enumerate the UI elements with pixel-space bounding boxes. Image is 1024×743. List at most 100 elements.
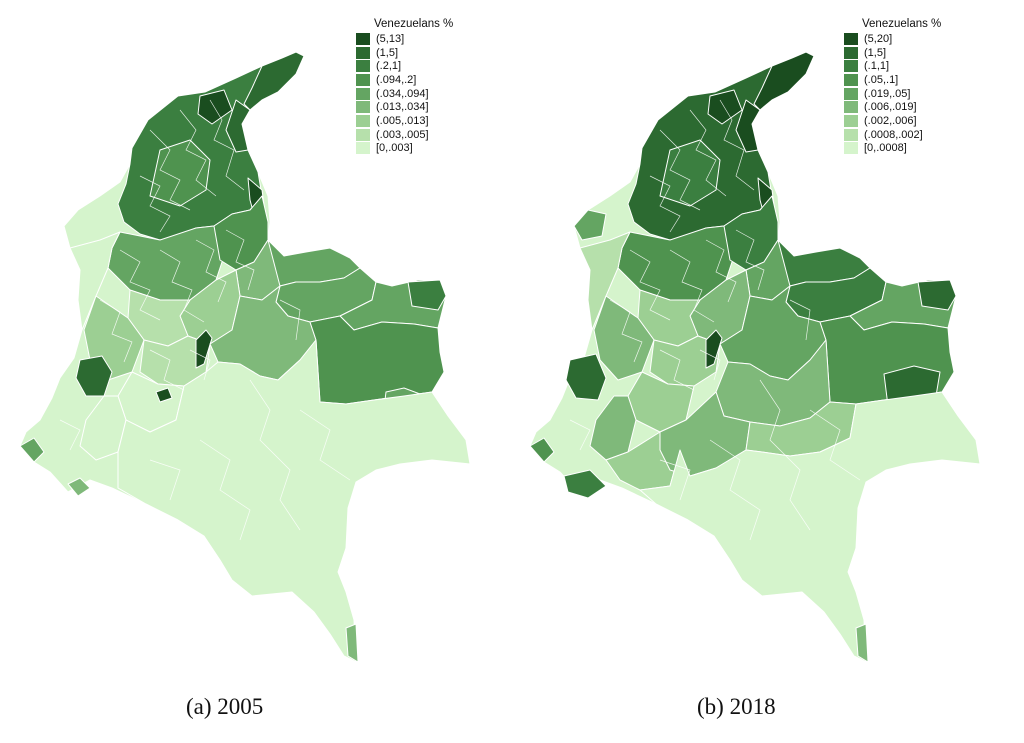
legend-swatch bbox=[844, 101, 858, 114]
map-caption-2005: (a) 2005 bbox=[186, 694, 264, 719]
legend-item: (.005,.013] bbox=[356, 114, 453, 128]
region-valle-dark bbox=[565, 353, 607, 401]
region-vichada-east bbox=[407, 279, 447, 311]
legend-rows: (5,20] (1,5] (.1,1] (.05,.1] (.019,.05] (.006… bbox=[844, 32, 941, 155]
region-corridor-dark bbox=[195, 329, 213, 369]
legend-label: (.013,.034] bbox=[376, 101, 429, 114]
region-choco bbox=[69, 231, 121, 331]
region-narino-west bbox=[529, 437, 555, 463]
legend-item: (.034,.094] bbox=[356, 87, 453, 101]
legend-label: (.034,.094] bbox=[376, 87, 429, 100]
legend-swatch bbox=[356, 46, 370, 59]
map-caption-2018: (b) 2018 bbox=[697, 694, 776, 719]
legend-item: [0,.003] bbox=[356, 142, 453, 156]
legend-swatch bbox=[844, 46, 858, 59]
map-regions bbox=[19, 51, 471, 663]
legend-label: (.0008,.002] bbox=[864, 128, 923, 141]
region-vichada-east bbox=[917, 279, 957, 311]
map-panel-2005: Venezuelans % (5,13] (1,5] (.2,1] (.094,.2]… bbox=[19, 18, 471, 719]
legend-item: (.094,.2] bbox=[356, 73, 453, 87]
legend-swatch bbox=[844, 87, 858, 100]
region-guajira bbox=[243, 51, 305, 111]
legend-label: [0,.003] bbox=[376, 142, 413, 155]
legend-title: Venezuelans % bbox=[862, 18, 942, 30]
municipal-boundaries bbox=[59, 99, 351, 541]
legend-title: Venezuelans % bbox=[374, 18, 454, 30]
region-cesar bbox=[735, 99, 761, 153]
legend-item: (5,13] bbox=[356, 32, 453, 46]
legend-label: (.1,1] bbox=[864, 60, 890, 73]
region-santander bbox=[723, 195, 779, 271]
legend-swatch bbox=[356, 128, 370, 141]
legend-label: (1,5] bbox=[864, 46, 887, 59]
legend-swatch bbox=[356, 32, 370, 45]
legend-label: (.006,.019] bbox=[864, 101, 917, 114]
region-narino-south bbox=[67, 477, 91, 497]
region-vichada bbox=[309, 315, 445, 405]
region-cauca bbox=[79, 395, 127, 461]
region-meta-small-dark bbox=[155, 387, 173, 403]
region-guajira bbox=[753, 51, 815, 111]
legend-label: (.05,.1] bbox=[864, 73, 899, 86]
legend-label: (.002,.006] bbox=[864, 114, 917, 127]
legend-rows: (5,13] (1,5] (.2,1] (.094,.2] (.034,.094] (.0… bbox=[356, 32, 453, 155]
legend-item: (.006,.019] bbox=[844, 100, 941, 114]
region-corridor-dark bbox=[705, 329, 723, 369]
legend-label: (.003,.005] bbox=[376, 128, 429, 141]
region-choco-north bbox=[573, 209, 607, 241]
legend-swatch bbox=[844, 142, 858, 155]
legend-swatch bbox=[844, 60, 858, 73]
legend-item: (.0008,.002] bbox=[844, 128, 941, 142]
colombia-map-2018 bbox=[529, 51, 981, 663]
region-tolima bbox=[649, 335, 721, 387]
legend-swatch bbox=[356, 73, 370, 86]
legend-item: (.1,1] bbox=[844, 59, 941, 73]
region-north-west bbox=[149, 139, 211, 207]
legend-item: (1,5] bbox=[356, 46, 453, 60]
legend-label: [0,.0008] bbox=[864, 142, 907, 155]
region-valle bbox=[593, 295, 655, 381]
legend-label: (5,20] bbox=[864, 32, 893, 45]
legend-item: (.013,.034] bbox=[356, 100, 453, 114]
map-regions bbox=[529, 51, 981, 663]
legend-item: (5,20] bbox=[844, 32, 941, 46]
legend-label: (.005,.013] bbox=[376, 114, 429, 127]
legend-label: (5,13] bbox=[376, 32, 405, 45]
legend-swatch bbox=[844, 114, 858, 127]
region-magdalena bbox=[197, 89, 233, 125]
legend-swatch bbox=[844, 128, 858, 141]
map-legend-2005: Venezuelans % (5,13] (1,5] (.2,1] (.094,.2]… bbox=[356, 18, 453, 155]
region-magdalena bbox=[707, 89, 743, 125]
legend-item: (.019,.05] bbox=[844, 87, 941, 101]
region-amazon bbox=[117, 339, 471, 663]
legend-label: (.094,.2] bbox=[376, 73, 417, 86]
map-panel-2018: Venezuelans % (5,20] (1,5] (.1,1] (.05,.1](… bbox=[512, 0, 1024, 743]
region-santander bbox=[213, 195, 269, 271]
legend-item: (1,5] bbox=[844, 46, 941, 60]
legend-label: (.2,1] bbox=[376, 60, 402, 73]
legend-swatch bbox=[844, 73, 858, 86]
colombia-map-2005 bbox=[19, 51, 471, 663]
legend-item: (.05,.1] bbox=[844, 73, 941, 87]
legend-swatch bbox=[356, 101, 370, 114]
legend-swatch bbox=[356, 87, 370, 100]
map-legend-2018: Venezuelans % (5,20] (1,5] (.1,1] (.05,.1](… bbox=[844, 18, 941, 155]
legend-swatch bbox=[356, 114, 370, 127]
region-narino-west bbox=[19, 437, 45, 463]
legend-item: (.003,.005] bbox=[356, 128, 453, 142]
region-choco bbox=[579, 231, 631, 331]
region-leticia bbox=[345, 623, 359, 663]
legend-item: (.2,1] bbox=[356, 59, 453, 73]
legend-swatch bbox=[356, 142, 370, 155]
region-cesar bbox=[225, 99, 251, 153]
region-narino-south bbox=[563, 469, 607, 499]
legend-label: (.019,.05] bbox=[864, 87, 911, 100]
legend-item: (.002,.006] bbox=[844, 114, 941, 128]
legend-item: [0,.0008] bbox=[844, 142, 941, 156]
legend-swatch bbox=[844, 32, 858, 45]
municipal-boundaries bbox=[569, 99, 861, 541]
region-amazon bbox=[639, 391, 981, 663]
region-leticia bbox=[855, 623, 869, 663]
legend-swatch bbox=[356, 60, 370, 73]
legend-label: (1,5] bbox=[376, 46, 399, 59]
